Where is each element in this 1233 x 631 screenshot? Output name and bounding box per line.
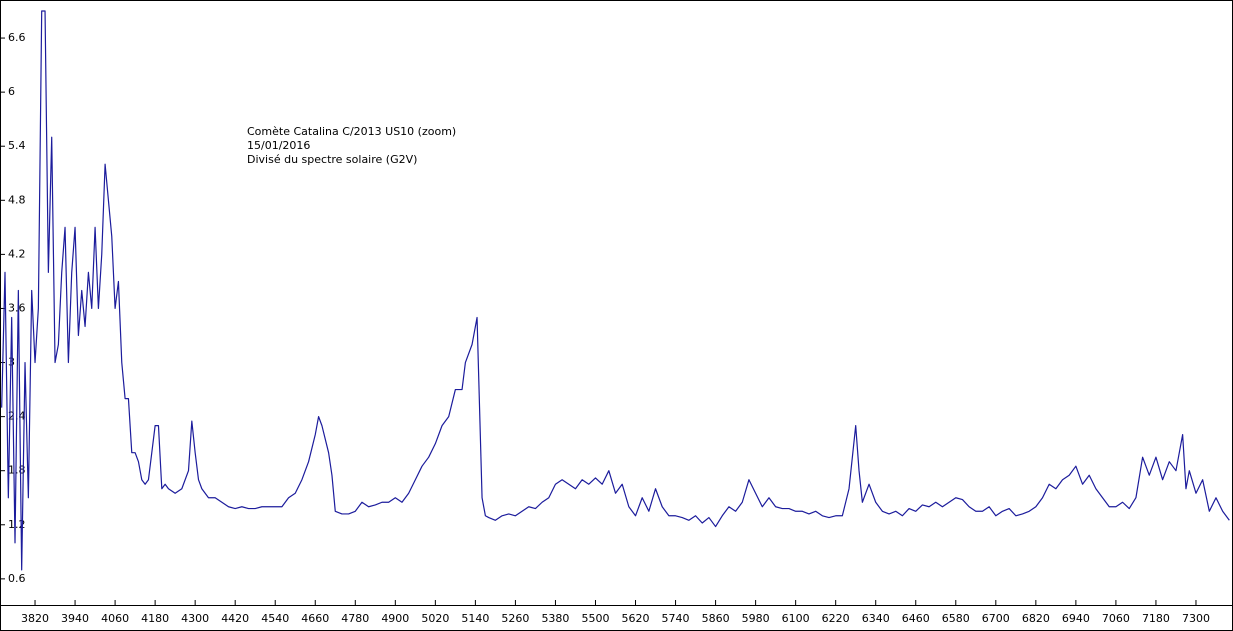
x-tick-label: 4900 (381, 612, 409, 625)
x-tick-label: 4180 (141, 612, 169, 625)
x-tick-label: 4780 (341, 612, 369, 625)
x-tick-label: 6580 (942, 612, 970, 625)
annotation: 15/01/2016 (247, 139, 310, 152)
y-tick-label: 3 (8, 356, 15, 369)
y-tick-label: 6 (8, 85, 15, 98)
x-tick-label: 4660 (301, 612, 329, 625)
x-tick-label: 4420 (221, 612, 249, 625)
x-tick-label: 5500 (581, 612, 609, 625)
x-tick-label: 5260 (501, 612, 529, 625)
x-tick-label: 5740 (662, 612, 690, 625)
x-tick-label: 3820 (21, 612, 49, 625)
x-tick-label: 7180 (1142, 612, 1170, 625)
x-tick-label: 4060 (101, 612, 129, 625)
x-tick-label: 5020 (421, 612, 449, 625)
x-tick-label: 6820 (1022, 612, 1050, 625)
x-tick-label: 3940 (61, 612, 89, 625)
annotation: Divisé du spectre solaire (G2V) (247, 153, 417, 166)
x-tick-label: 5380 (541, 612, 569, 625)
x-tick-label: 6700 (982, 612, 1010, 625)
x-tick-label: 6220 (822, 612, 850, 625)
spectrum-line (1, 10, 1230, 571)
y-tick-label: 4.2 (8, 247, 26, 260)
y-tick-label: 4.8 (8, 193, 26, 206)
x-tick-label: 5860 (702, 612, 730, 625)
x-tick-label: 6940 (1062, 612, 1090, 625)
x-tick-label: 6460 (902, 612, 930, 625)
x-tick-label: 7300 (1182, 612, 1210, 625)
x-tick-label: 5620 (622, 612, 650, 625)
y-tick-label: 6.6 (8, 31, 26, 44)
x-tick-label: 6340 (862, 612, 890, 625)
annotation: Comète Catalina C/2013 US10 (zoom) (247, 125, 456, 138)
x-tick-label: 5140 (461, 612, 489, 625)
y-tick-label: 3.6 (8, 301, 26, 314)
x-tick-label: 7060 (1102, 612, 1130, 625)
x-tick-label: 4540 (261, 612, 289, 625)
x-tick-label: 4300 (181, 612, 209, 625)
y-tick-label: 0.6 (8, 572, 26, 585)
y-tick-label: 5.4 (8, 139, 26, 152)
x-tick-label: 6100 (782, 612, 810, 625)
x-tick-label: 5980 (742, 612, 770, 625)
